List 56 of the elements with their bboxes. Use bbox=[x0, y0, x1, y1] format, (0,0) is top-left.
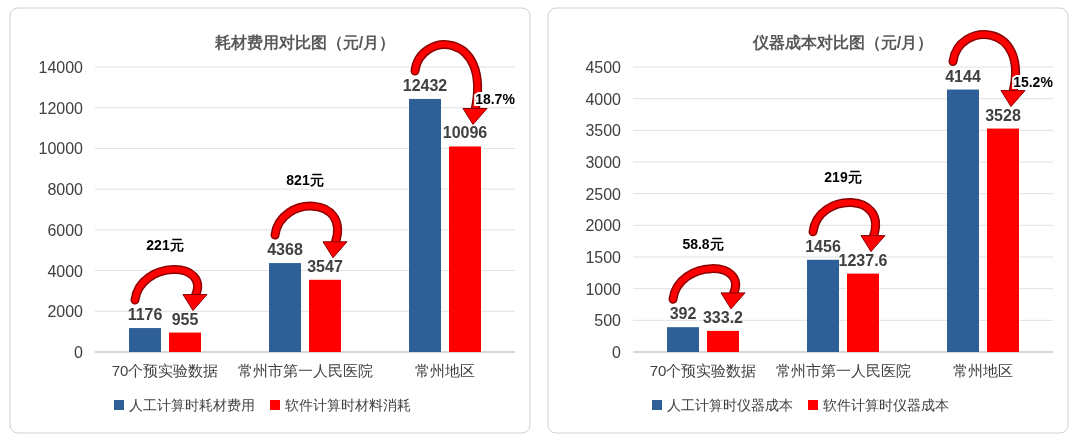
bar bbox=[129, 328, 161, 352]
y-tick-label: 14000 bbox=[38, 59, 84, 76]
data-label: 4368 bbox=[267, 241, 303, 259]
y-tick-label: 1000 bbox=[585, 280, 622, 298]
chart-title: 仪器成本对比图（元/月） bbox=[751, 34, 934, 52]
bar bbox=[169, 332, 201, 352]
data-label: 1456 bbox=[805, 237, 841, 255]
y-tick-label: 2500 bbox=[585, 185, 622, 203]
legend-label: 人工计算时耗材费用 bbox=[129, 397, 255, 413]
y-tick-label: 6000 bbox=[47, 221, 84, 239]
y-tick-label: 500 bbox=[594, 312, 622, 330]
x-tick-label: 常州地区 bbox=[953, 362, 1013, 379]
y-tick-label: 4000 bbox=[585, 90, 622, 108]
y-tick-label: 8000 bbox=[47, 181, 84, 199]
y-tick-label: 0 bbox=[612, 344, 622, 361]
data-label: 4144 bbox=[945, 67, 981, 85]
bar bbox=[667, 327, 699, 352]
y-tick-label: 10000 bbox=[38, 140, 84, 158]
legend-label: 软件计算时仪器成本 bbox=[823, 397, 949, 413]
y-tick-label: 3000 bbox=[585, 154, 622, 171]
bar bbox=[309, 279, 341, 352]
x-tick-label: 常州市第一人民医院 bbox=[237, 362, 373, 379]
y-tick-label: 1500 bbox=[585, 249, 622, 266]
legend-label: 人工计算时仪器成本 bbox=[667, 397, 793, 413]
x-tick-label: 70个预实验数据 bbox=[649, 362, 757, 379]
x-tick-label: 70个预实验数据 bbox=[111, 362, 219, 379]
legend-label: 软件计算时材料消耗 bbox=[285, 397, 411, 413]
x-tick-label: 常州地区 bbox=[415, 362, 475, 379]
x-tick-label: 常州市第一人民医院 bbox=[775, 362, 911, 379]
y-tick-label: 12000 bbox=[38, 99, 84, 117]
data-label: 333.2 bbox=[702, 308, 744, 326]
bar bbox=[847, 273, 879, 352]
y-tick-label: 4000 bbox=[47, 262, 84, 280]
data-label: 3528 bbox=[985, 106, 1021, 124]
annotation: 221元 bbox=[146, 237, 184, 254]
data-label: 1176 bbox=[127, 306, 163, 324]
annotation: 821元 bbox=[286, 172, 324, 189]
data-label: 392 bbox=[669, 305, 697, 323]
y-tick-label: 2000 bbox=[47, 303, 84, 321]
annotation: 58.8元 bbox=[682, 236, 724, 253]
data-label: 12432 bbox=[402, 76, 448, 94]
y-tick-label: 4500 bbox=[585, 59, 622, 76]
data-label: 1237.6 bbox=[838, 251, 888, 269]
annotation: 219元 bbox=[824, 168, 862, 185]
chart-title: 耗材费用对比图（元/月） bbox=[213, 34, 396, 52]
y-tick-label: 3500 bbox=[585, 122, 622, 140]
bar bbox=[449, 146, 481, 352]
bar bbox=[807, 259, 839, 352]
data-label: 3547 bbox=[307, 257, 343, 275]
bar bbox=[987, 128, 1019, 352]
y-tick-label: 2000 bbox=[585, 217, 622, 235]
y-tick-label: 0 bbox=[74, 344, 84, 361]
data-label: 10096 bbox=[442, 124, 488, 142]
bar bbox=[269, 263, 301, 352]
bar bbox=[707, 330, 739, 352]
data-label: 955 bbox=[171, 310, 199, 328]
